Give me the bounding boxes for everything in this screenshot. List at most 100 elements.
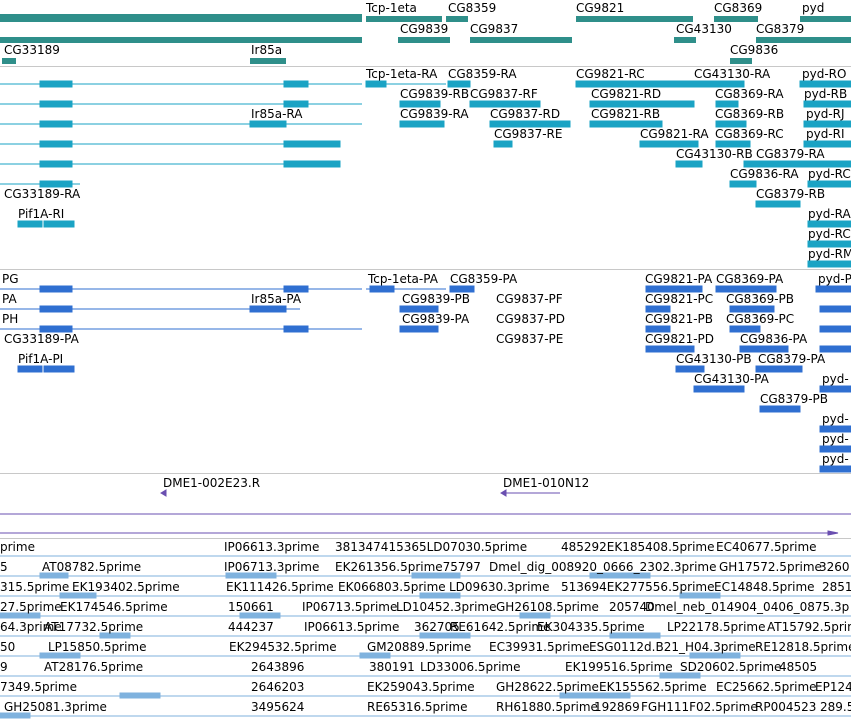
est-label[interactable]: GM20889.5prime — [367, 640, 472, 654]
transcript-label[interactable]: CG8359-PA — [450, 272, 518, 286]
est-label[interactable]: 2851 — [822, 580, 851, 594]
est-label[interactable]: LD09630.3prime — [449, 580, 550, 594]
est-label[interactable]: 380191 — [369, 660, 415, 674]
gene-bar[interactable] — [674, 37, 696, 43]
transcript-label[interactable]: CG9821-PD — [645, 332, 715, 346]
transcript-label[interactable]: pyd-RI — [806, 127, 845, 141]
gene-bar[interactable] — [470, 37, 572, 43]
transcript-label[interactable]: pyd-P — [818, 272, 851, 286]
gene-label[interactable]: CG8379 — [756, 22, 805, 36]
est-label[interactable]: 2646203 — [251, 680, 305, 694]
est-label[interactable]: FGH111F02.5prime — [641, 700, 758, 714]
est-label[interactable]: 289.5 — [820, 700, 851, 714]
transcript-label[interactable]: CG9839-PA — [402, 312, 470, 326]
est-label[interactable]: IP06713.3prime — [224, 560, 320, 574]
est-label[interactable]: EK111426.5prime — [226, 580, 334, 594]
transcript-label[interactable]: CG9837-PD — [496, 312, 566, 326]
transcript-label[interactable]: Tcp-1eta-PA — [368, 272, 438, 286]
est-label[interactable]: EC39931.5prime — [489, 640, 590, 654]
est-label[interactable]: EK199516.5prime — [565, 660, 673, 674]
transcript-label[interactable]: CG33189-RA — [4, 187, 81, 201]
est-label[interactable]: AT17732.5prime — [44, 620, 144, 634]
transcript-label[interactable]: CG8369-RC — [715, 127, 784, 141]
transcript-label[interactable]: PA — [2, 292, 17, 306]
gene-bar[interactable] — [0, 37, 362, 43]
est-label[interactable]: 362705 — [414, 620, 460, 634]
gene-bar[interactable] — [714, 16, 758, 22]
transcript-label[interactable]: CG43130-PA — [694, 372, 769, 386]
transcript-label[interactable]: CG9821-RD — [591, 87, 662, 101]
transcript-label[interactable]: CG9837-RE — [494, 127, 563, 141]
transcript-label[interactable]: PG — [2, 272, 19, 286]
transcript-label[interactable]: CG33189-PA — [4, 332, 79, 346]
transcript-label[interactable]: CG9839-PB — [402, 292, 471, 306]
est-label[interactable]: AT08782.5prime — [42, 560, 142, 574]
est-label[interactable]: GH28622.5prime — [496, 680, 599, 694]
gene-label[interactable]: CG8369 — [714, 1, 763, 15]
transcript-label[interactable]: CG9837-PF — [496, 292, 563, 306]
gene-bar[interactable] — [576, 16, 693, 22]
transcript-label[interactable]: CG9821-PA — [645, 272, 713, 286]
transcript-label[interactable]: CG43130-RA — [694, 67, 771, 81]
gene-bar[interactable] — [398, 37, 450, 43]
transcript-label[interactable]: CG9821-RB — [591, 107, 661, 121]
est-label[interactable]: 2643896 — [251, 660, 305, 674]
transcript-label[interactable]: CG9837-RD — [490, 107, 561, 121]
est-label[interactable]: 381347415365LD07030.5prime — [335, 540, 528, 554]
gene-bar[interactable] — [730, 58, 752, 64]
est-label[interactable]: GH25081.3prime — [4, 700, 107, 714]
est-label[interactable]: GH26108.5prime — [496, 600, 599, 614]
transcript-label[interactable]: CG8369-PA — [716, 272, 784, 286]
transcript-label[interactable]: CG9839-RB — [400, 87, 470, 101]
transcript-label[interactable]: CG8369-PC — [726, 312, 795, 326]
gene-label[interactable]: CG9836 — [730, 43, 779, 57]
transcript-label[interactable]: pyd-RC — [808, 167, 851, 181]
transcript-label[interactable]: CG8359-RA — [448, 67, 517, 81]
est-label[interactable]: RE61642.5prime — [450, 620, 551, 634]
transcript-label[interactable]: pyd-RO — [802, 67, 847, 81]
clone-label[interactable]: DME1-002E23.R — [163, 476, 261, 490]
transcript-label[interactable]: Ir85a-RA — [251, 107, 303, 121]
gene-bar[interactable] — [2, 58, 16, 64]
est-label[interactable]: EP124 — [815, 680, 851, 694]
est-label[interactable]: 3495624 — [251, 700, 305, 714]
gene-label[interactable]: CG9821 — [576, 1, 625, 15]
gene-label[interactable]: CG9837 — [470, 22, 519, 36]
est-label[interactable]: LP15850.5prime — [48, 640, 147, 654]
est-label[interactable]: 7349.5prime — [0, 680, 77, 694]
est-label[interactable]: EK259043.5prime — [367, 680, 475, 694]
transcript-label[interactable]: pyd-RJ — [806, 107, 845, 121]
est-label[interactable]: 9 — [0, 660, 8, 674]
transcript-label[interactable]: CG9821-PB — [645, 312, 714, 326]
est-label[interactable]: RE12818.5prime — [755, 640, 851, 654]
est-label[interactable]: 150661 — [228, 600, 274, 614]
est-label[interactable]: 315.5prime — [0, 580, 70, 594]
est-label[interactable]: 5 — [0, 560, 8, 574]
transcript-label[interactable]: CG8379-RB — [756, 187, 826, 201]
transcript-label[interactable]: CG8369-PB — [726, 292, 795, 306]
est-label[interactable]: EC14848.5prime — [714, 580, 815, 594]
est-label[interactable]: 48505 — [779, 660, 818, 674]
transcript-label[interactable]: CG8369-RA — [715, 87, 784, 101]
transcript-label[interactable]: pyd- — [822, 452, 849, 466]
transcript-label[interactable]: CG43130-RB — [676, 147, 753, 161]
transcript-label[interactable]: pyd-RM — [808, 247, 851, 261]
est-label[interactable]: 3260 — [819, 560, 850, 574]
est-label[interactable]: RE65316.5prime — [367, 700, 468, 714]
est-label[interactable]: 27.5prime — [0, 600, 62, 614]
gene-bar[interactable] — [800, 16, 851, 22]
est-label[interactable]: AT28176.5prime — [44, 660, 144, 674]
transcript-label[interactable]: CG8369-RB — [715, 107, 785, 121]
transcript-label[interactable]: CG8379-PA — [758, 352, 826, 366]
transcript-label[interactable]: pyd- — [822, 412, 849, 426]
transcript-label[interactable]: pyd-RB — [804, 87, 848, 101]
transcript-label[interactable]: Pif1A-RI — [18, 207, 65, 221]
gene-label[interactable]: CG33189 — [4, 43, 60, 57]
transcript-label[interactable]: CG9836-RA — [730, 167, 799, 181]
est-label[interactable]: 444237 — [228, 620, 274, 634]
est-label[interactable]: 192869 — [594, 700, 640, 714]
est-label[interactable]: ESG0112d.B21_H04.3prime — [589, 640, 756, 654]
gene-bar[interactable] — [756, 37, 851, 43]
est-label[interactable]: 205740 — [609, 600, 655, 614]
est-label[interactable]: RP004523 — [755, 700, 817, 714]
